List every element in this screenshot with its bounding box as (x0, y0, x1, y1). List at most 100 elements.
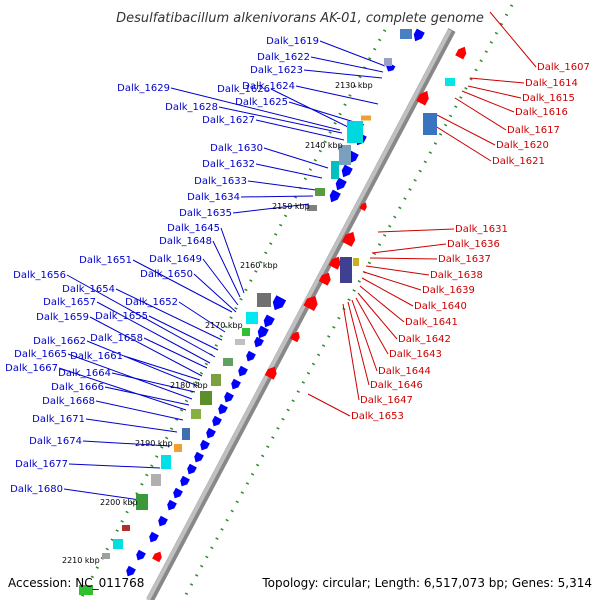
forward-gene-label: Dalk_1633 (194, 176, 247, 187)
forward-gene-label: Dalk_1661 (70, 351, 123, 362)
leader-line (372, 244, 446, 253)
reverse-gene-label: Dalk_1653 (351, 411, 404, 422)
leader-line (96, 401, 183, 420)
reverse-gene-label: Dalk_1646 (370, 380, 423, 391)
tick-label: 2130 kbp (335, 81, 373, 90)
forward-gene-label: Dalk_1662 (33, 336, 86, 347)
forward-gene-arrow (171, 488, 183, 501)
leader-line (86, 419, 177, 432)
tick-label: 2180 kbp (170, 381, 208, 390)
reverse-gene-label: Dalk_1636 (447, 239, 500, 250)
forward-gene-label: Dalk_1657 (43, 297, 96, 308)
feature-block (113, 539, 123, 549)
feature-block (122, 525, 130, 531)
leader-line (144, 338, 207, 368)
feature-block (361, 116, 371, 121)
reverse-gene-label: Dalk_1643 (389, 349, 442, 360)
tick-label: 2190 kbp (135, 439, 173, 448)
forward-gene-label: Dalk_1635 (179, 208, 232, 219)
forward-gene-label: Dalk_1654 (62, 284, 115, 295)
leader-line (432, 124, 491, 161)
accession-text: Accession: NC_011768 (8, 576, 144, 590)
forward-gene-label: Dalk_1666 (51, 382, 104, 393)
reverse-gene-label: Dalk_1616 (515, 107, 568, 118)
genome-backbone (148, 30, 450, 600)
feature-block (242, 328, 250, 336)
reverse-gene-label: Dalk_1621 (492, 156, 545, 167)
reverse-gene-label: Dalk_1620 (496, 140, 549, 151)
forward-gene-label: Dalk_1655 (95, 311, 148, 322)
summary-text: Topology: circular; Length: 6,517,073 bp… (261, 576, 592, 590)
forward-gene-arrow (244, 351, 256, 364)
forward-gene-label: Dalk_1632 (202, 159, 255, 170)
forward-gene-label: Dalk_1634 (187, 192, 240, 203)
reverse-gene-label: Dalk_1638 (430, 270, 483, 281)
forward-gene-label: Dalk_1656 (13, 270, 66, 281)
leader-line (364, 272, 421, 290)
leader-line (256, 120, 344, 140)
leader-line (241, 196, 313, 197)
feature-block (246, 312, 258, 324)
forward-gene-label: Dalk_1645 (167, 223, 220, 234)
tick-label: 2140 kbp (305, 141, 343, 150)
forward-gene-label: Dalk_1622 (257, 52, 310, 63)
map-title: Desulfatibacillum alkenivorans AK-01, co… (116, 11, 484, 26)
forward-gene-label: Dalk_1629 (117, 83, 170, 94)
feature-block (182, 428, 190, 440)
forward-gene-arrow (192, 452, 204, 465)
feature-block (161, 455, 171, 469)
feature-block (102, 553, 110, 559)
feature-block (315, 188, 325, 196)
reverse-gene-label: Dalk_1647 (360, 395, 413, 406)
forward-gene-arrow (210, 416, 222, 429)
forward-gene-arrow (204, 428, 216, 441)
forward-gene-arrow (252, 337, 264, 350)
tick-label: 2200 kbp (100, 498, 138, 507)
tick-label: 2170 kbp (205, 321, 243, 330)
feature-block (174, 444, 182, 452)
reverse-gene-label: Dalk_1642 (398, 334, 451, 345)
forward-gene-arrow (222, 392, 234, 405)
forward-gene-arrow (165, 500, 177, 513)
feature-block (400, 29, 412, 39)
reverse-gene-arrow (152, 550, 164, 563)
genome-map: Desulfatibacillum alkenivorans AK-01, co… (0, 0, 600, 600)
reverse-gene-label: Dalk_1641 (405, 317, 458, 328)
forward-gene-arrow (178, 476, 190, 489)
forward-gene-arrow (185, 464, 197, 477)
forward-gene-arrow (327, 190, 341, 205)
reverse-gene-label: Dalk_1631 (455, 224, 508, 235)
forward-gene-label: Dalk_1630 (210, 143, 263, 154)
forward-gene-arrow (134, 550, 146, 563)
forward-gene-label: Dalk_1648 (159, 236, 212, 247)
forward-gene-label: Dalk_1623 (250, 65, 303, 76)
forward-gene-arrow (411, 29, 425, 44)
forward-gene-arrow (216, 404, 228, 417)
forward-gene-arrow (229, 379, 241, 392)
feature-block (235, 339, 245, 345)
feature-block (211, 374, 221, 386)
feature-block (136, 494, 148, 510)
forward-gene-label: Dalk_1680 (10, 484, 63, 495)
forward-gene-arrow (339, 165, 353, 180)
reverse-gene-label: Dalk_1644 (378, 366, 431, 377)
leader-line (248, 181, 316, 190)
forward-gene-arrow (270, 295, 286, 313)
forward-gene-arrow (236, 366, 248, 379)
tick-label: 2150 kbp (272, 202, 310, 211)
forward-gene-label: Dalk_1651 (79, 255, 132, 266)
forward-gene-label: Dalk_1668 (42, 396, 95, 407)
feature-block (445, 78, 455, 86)
forward-gene-label: Dalk_1664 (58, 368, 111, 379)
feature-block (340, 257, 352, 283)
forward-gene-label: Dalk_1652 (125, 297, 178, 308)
feature-block (347, 121, 363, 143)
forward-gene-label: Dalk_1659 (36, 312, 89, 323)
feature-block (200, 391, 212, 405)
forward-gene-label: Dalk_1625 (235, 97, 288, 108)
feature-block (151, 474, 161, 486)
forward-gene-label: Dalk_1619 (266, 36, 319, 47)
forward-gene-label: Dalk_1650 (140, 269, 193, 280)
forward-gene-label: Dalk_1665 (14, 349, 67, 360)
reverse-gene-arrow (455, 45, 469, 60)
